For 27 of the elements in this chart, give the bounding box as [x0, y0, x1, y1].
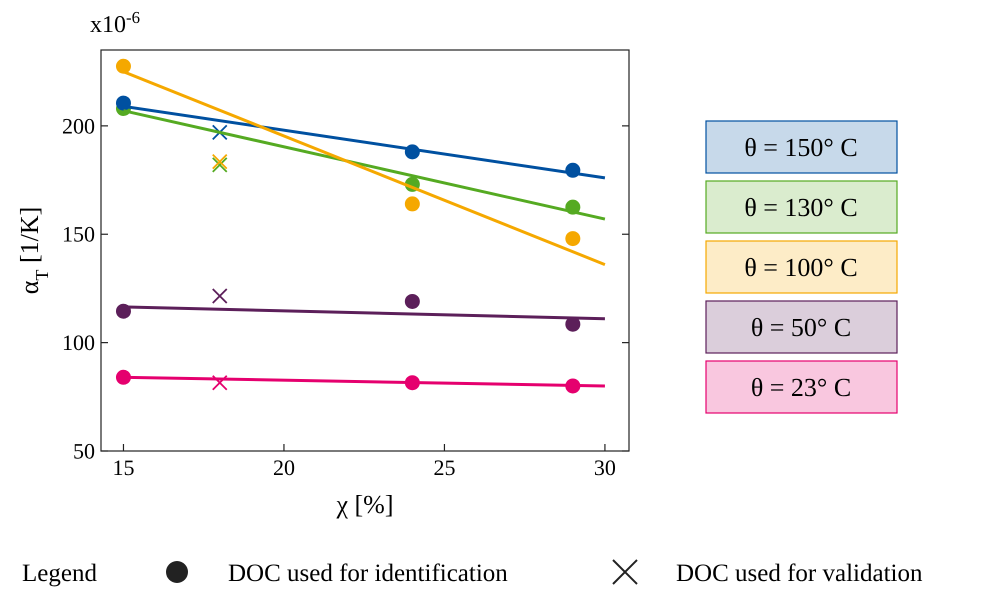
x-tick-label: 30 — [594, 455, 616, 480]
y-tick-label: 200 — [62, 113, 95, 138]
point — [565, 231, 580, 246]
text: DOC used for identification — [228, 560, 508, 587]
point — [212, 156, 228, 173]
point — [212, 288, 228, 304]
text: DOC used for validation — [676, 560, 923, 587]
y-tick-label: 100 — [62, 330, 95, 356]
text: x10$^{-6}$ — [90, 8, 140, 38]
y-tick-label: 50 — [73, 438, 95, 464]
text: θ = 50° C — [750, 312, 852, 342]
text: θ = 150° C — [744, 132, 858, 162]
x-tick-label: 15 — [112, 455, 134, 480]
text: θ = 100° C — [744, 252, 858, 282]
point — [404, 294, 420, 309]
point — [212, 154, 228, 170]
point — [404, 196, 420, 212]
x-tick-label: 25 — [433, 455, 456, 480]
x-axis-title: χ [%] — [335, 490, 394, 519]
y-tick-label: 150 — [62, 222, 95, 247]
text: Legend — [22, 560, 98, 587]
point — [212, 374, 228, 391]
point — [212, 124, 228, 140]
text: θ = 130° C — [744, 192, 858, 222]
point — [116, 58, 131, 74]
text: θ = 23° C — [750, 372, 852, 402]
x-tick-label: 20 — [272, 455, 295, 480]
